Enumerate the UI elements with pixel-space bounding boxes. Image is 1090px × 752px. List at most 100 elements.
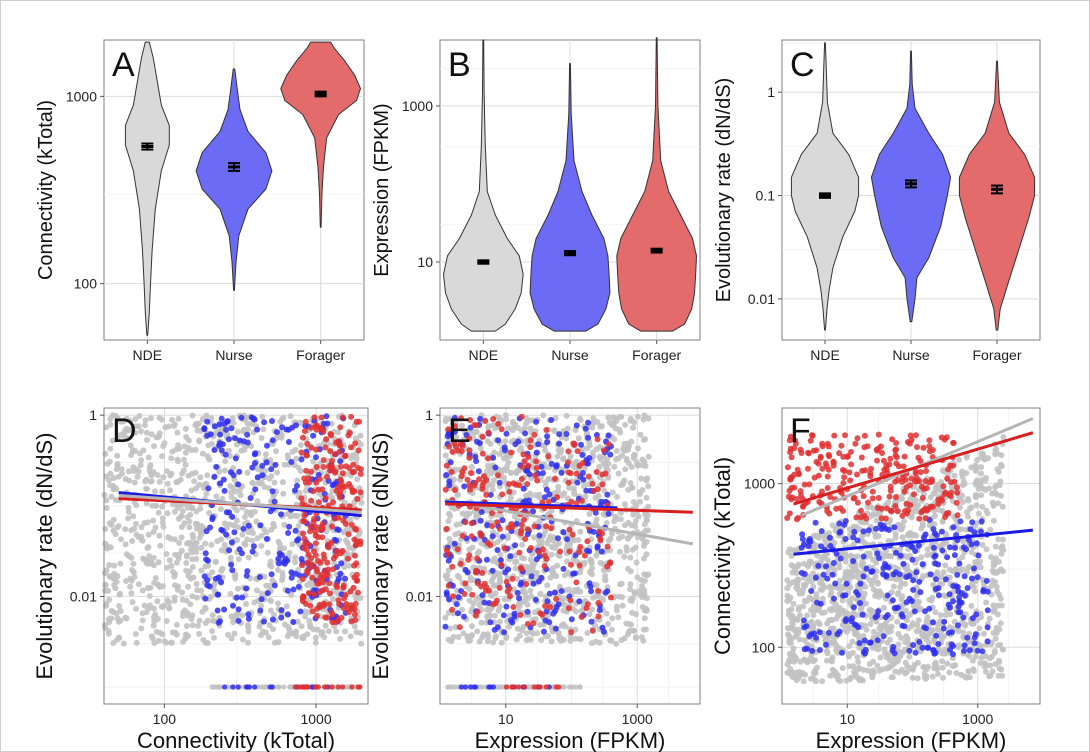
data-point-gray — [633, 502, 640, 509]
data-point-blue — [229, 513, 236, 520]
data-point-gray — [941, 592, 947, 599]
data-point-gray — [635, 513, 642, 520]
data-point-gray — [814, 607, 821, 614]
violin-nde — [124, 41, 170, 336]
y-tick-label: 0.01 — [70, 588, 97, 604]
data-point-gray — [555, 629, 562, 636]
x-axis-label: Connectivity (kTotal) — [137, 728, 335, 752]
data-point-gray — [186, 518, 193, 525]
data-point-blue — [799, 536, 806, 542]
data-point-red — [345, 432, 352, 439]
data-point-gray — [496, 618, 503, 625]
data-point-blue — [984, 607, 991, 614]
data-point-gray — [506, 612, 513, 619]
fit-line-red — [445, 502, 693, 514]
data-point-gray — [466, 586, 473, 592]
data-point-red — [308, 444, 315, 451]
data-point-gray — [944, 660, 951, 667]
data-point-blue — [220, 476, 227, 483]
data-point-red — [298, 449, 305, 456]
data-point-gray — [976, 625, 983, 632]
data-point-red — [355, 447, 362, 454]
data-point-gray — [109, 437, 116, 444]
data-point-blue — [211, 423, 218, 430]
data-point-gray — [577, 569, 584, 576]
data-point-gray — [258, 435, 265, 441]
data-point-blue — [839, 649, 845, 656]
data-point-gray — [855, 659, 862, 665]
data-point-gray — [968, 581, 975, 588]
data-point-red — [303, 467, 310, 474]
data-point-gray — [491, 612, 498, 619]
data-point-gray — [139, 617, 146, 624]
data-point-gray — [544, 582, 551, 589]
data-point-gray — [992, 447, 999, 453]
data-point-gray — [825, 557, 831, 564]
data-point-gray — [445, 684, 451, 690]
data-point-gray — [138, 524, 145, 531]
data-point-blue — [240, 525, 247, 532]
data-point-red — [524, 481, 531, 487]
data-point-gray — [312, 634, 319, 641]
data-point-gray — [180, 613, 186, 620]
data-point-gray — [231, 630, 238, 637]
data-point-gray — [998, 545, 1005, 552]
data-point-red — [340, 584, 347, 591]
data-point-gray — [854, 666, 861, 673]
data-point-blue — [812, 574, 819, 581]
data-point-blue — [919, 561, 926, 568]
data-point-red — [567, 597, 574, 604]
data-point-gray — [455, 491, 461, 498]
data-point-gray — [987, 526, 994, 533]
data-point-blue — [285, 530, 292, 536]
data-point-gray — [358, 499, 365, 506]
data-point-gray — [160, 474, 167, 481]
data-point-gray — [881, 604, 887, 611]
data-point-gray — [885, 651, 892, 658]
data-point-blue — [245, 615, 252, 622]
data-point-gray — [353, 455, 360, 462]
data-point-blue — [576, 598, 583, 605]
data-point-gray — [788, 614, 795, 621]
data-point-blue — [323, 413, 330, 420]
data-point-gray — [947, 611, 954, 618]
data-point-gray — [358, 640, 365, 647]
data-point-gray — [484, 438, 491, 445]
data-point-gray — [445, 567, 452, 574]
data-point-gray — [895, 641, 902, 648]
data-point-gray — [152, 488, 158, 495]
data-point-red — [584, 601, 591, 608]
data-point-gray — [889, 674, 896, 681]
data-point-gray — [131, 525, 138, 532]
data-point-gray — [112, 585, 119, 592]
data-point-gray — [521, 425, 528, 432]
data-point-blue — [851, 528, 858, 535]
data-point-gray — [484, 631, 491, 638]
data-point-gray — [998, 463, 1005, 470]
data-point-gray — [244, 420, 251, 427]
data-point-gray — [842, 558, 849, 565]
data-point-red — [355, 589, 361, 596]
data-point-gray — [612, 513, 619, 520]
data-point-gray — [179, 508, 186, 515]
data-point-gray — [979, 541, 986, 548]
data-point-gray — [628, 621, 634, 628]
data-point-gray — [259, 413, 266, 420]
data-point-red — [336, 494, 343, 501]
data-point-gray — [333, 628, 340, 635]
data-point-gray — [357, 595, 364, 602]
data-point-gray — [110, 640, 117, 646]
data-point-gray — [537, 590, 544, 597]
data-point-gray — [266, 622, 273, 629]
data-point-blue — [315, 471, 322, 478]
data-point-gray — [593, 552, 600, 559]
data-point-red — [577, 543, 584, 550]
data-point-gray — [159, 416, 165, 423]
data-point-gray — [222, 458, 229, 465]
data-point-gray — [638, 576, 645, 583]
data-point-red — [531, 431, 538, 438]
data-point-red — [479, 485, 486, 492]
data-point-red — [459, 442, 466, 449]
data-point-blue — [910, 642, 917, 648]
